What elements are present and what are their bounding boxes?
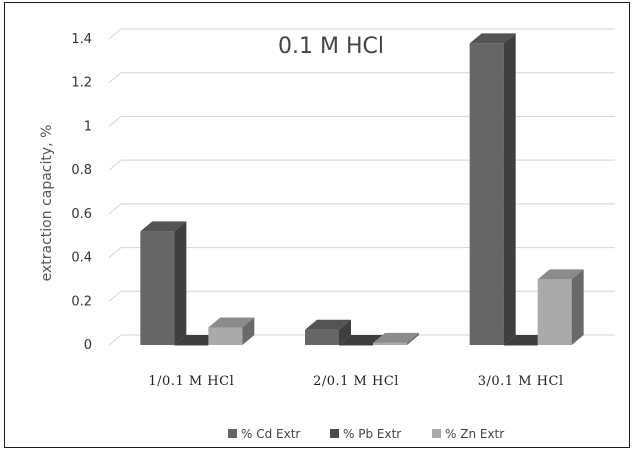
bar-top — [537, 269, 584, 280]
bar-side — [407, 332, 419, 345]
legend-item: % Cd Extr — [228, 427, 300, 441]
legend-swatch — [432, 429, 441, 438]
bar-1-2 — [305, 319, 351, 345]
legend-label: % Cd Extr — [241, 427, 300, 441]
x-tick-label: 3/0.1 M HCl — [478, 374, 564, 389]
legend-item: % Zn Extr — [432, 427, 504, 441]
bar-top — [208, 317, 255, 328]
y-tick-label: 0.2 — [71, 294, 92, 309]
bar-side — [571, 269, 584, 345]
bar-side — [242, 317, 255, 345]
bar-top — [469, 33, 516, 44]
x-tick-label: 1/0.1 M HCl — [148, 374, 234, 389]
bar-top — [373, 332, 419, 343]
gridlines — [108, 28, 615, 346]
x-tick-label: 2/0.1 M HCl — [313, 374, 399, 389]
y-tick-label: 0 — [84, 338, 92, 353]
bar-side — [339, 319, 351, 345]
legend-label: % Zn Extr — [445, 427, 504, 441]
gridline — [108, 290, 615, 302]
bar-1-3 — [469, 33, 516, 345]
gridline — [108, 72, 615, 84]
bar-front — [174, 345, 209, 346]
bar-side — [503, 33, 516, 345]
y-tick-label: 1 — [84, 119, 92, 134]
bar-front — [208, 327, 243, 345]
gridline — [108, 247, 615, 258]
bar-1-1 — [140, 221, 187, 345]
bar-front — [469, 43, 504, 345]
y-tick-label: 0.8 — [71, 163, 92, 178]
gridline — [108, 203, 615, 215]
y-tick-label: 0.4 — [71, 251, 92, 266]
bar-front — [305, 329, 339, 345]
bar-top — [140, 221, 187, 232]
bar-top — [305, 319, 351, 330]
y-tick-label: 0.6 — [71, 207, 92, 222]
legend-label: % Pb Extr — [343, 427, 401, 441]
bar-front — [140, 231, 175, 345]
chart-frame: 0 0.2 0.4 0.6 0.8 1 1.2 1.4 1/0.1 M HCl 2/0.1 M … — [4, 2, 630, 448]
bar-front — [339, 345, 373, 346]
legend-swatch — [228, 429, 237, 438]
bar-front — [503, 345, 538, 346]
bar-3-2 — [373, 332, 419, 345]
bar-front — [373, 342, 407, 345]
y-tick-label: 1.2 — [71, 76, 92, 91]
gridline — [108, 115, 615, 127]
bar-3-3 — [537, 269, 584, 345]
gridline — [108, 159, 615, 171]
y-axis-label: extraction capacity, % — [39, 125, 55, 282]
bars — [140, 33, 584, 346]
legend: % Cd Extr % Pb Extr % Zn Extr — [228, 427, 504, 441]
legend-swatch — [330, 429, 339, 438]
bar-front — [537, 279, 572, 345]
bar-side — [174, 221, 187, 345]
bar-3-1 — [208, 317, 255, 345]
bar-chart: 0 0.2 0.4 0.6 0.8 1 1.2 1.4 1/0.1 M HCl 2/0.1 M … — [39, 28, 615, 441]
category-labels: 1/0.1 M HCl 2/0.1 M HCl 3/0.1 M HCl — [148, 374, 563, 389]
gridline — [108, 28, 615, 40]
gridline — [108, 334, 615, 346]
chart-title: 0.1 M HCl — [278, 34, 384, 59]
y-tick-labels: 0 0.2 0.4 0.6 0.8 1 1.2 1.4 — [71, 32, 92, 353]
y-tick-label: 1.4 — [71, 32, 92, 47]
legend-item: % Pb Extr — [330, 427, 401, 441]
